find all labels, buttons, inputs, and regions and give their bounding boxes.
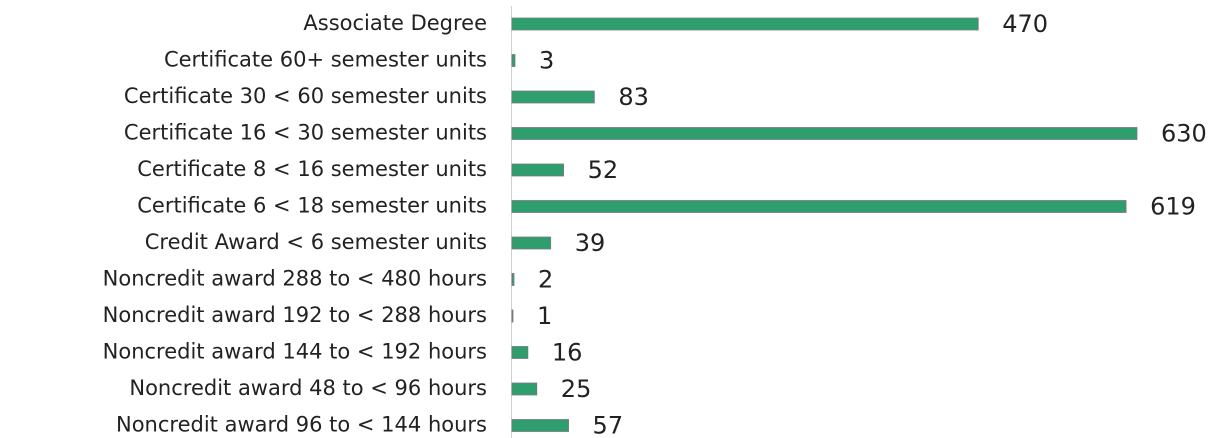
bar: [511, 309, 514, 323]
y-tick-label: Noncredit award 288 to < 480 hours: [103, 267, 487, 291]
data-label: 2: [538, 266, 553, 294]
data-label: 83: [618, 83, 649, 111]
y-tick-label: Noncredit award 144 to < 192 hours: [103, 340, 487, 364]
bar: [511, 382, 538, 396]
data-label: 16: [552, 339, 583, 367]
y-tick-label: Certificate 8 < 16 semester units: [137, 157, 487, 181]
y-tick-label: Certificate 30 < 60 semester units: [124, 84, 487, 108]
bar: [511, 200, 1127, 213]
data-label: 39: [575, 229, 606, 257]
data-label: 52: [588, 156, 619, 184]
bar: [511, 346, 529, 359]
y-tick-label: Certificate 16 < 30 semester units: [124, 121, 487, 145]
bar: [511, 54, 516, 67]
data-label: 630: [1161, 120, 1207, 148]
bar: [511, 419, 569, 432]
bar: [511, 236, 552, 250]
data-label: 1: [537, 302, 552, 330]
y-tick-label: Certificate 60+ semester units: [164, 48, 487, 72]
y-tick-label: Certificate 6 < 18 semester units: [137, 194, 487, 218]
bar: [511, 17, 979, 31]
y-tick-label: Credit Award < 6 semester units: [145, 230, 487, 254]
y-tick-label: Noncredit award 96 to < 144 hours: [116, 413, 487, 437]
bar: [511, 90, 595, 104]
data-label: 3: [539, 47, 554, 75]
data-label: 25: [561, 375, 592, 403]
y-tick-label: Noncredit award 48 to < 96 hours: [129, 376, 487, 400]
data-label: 470: [1002, 10, 1048, 38]
data-label: 619: [1150, 193, 1196, 221]
data-label: 57: [593, 412, 624, 438]
bar: [511, 127, 1138, 140]
y-tick-label: Associate Degree: [303, 11, 487, 35]
bar: [511, 163, 564, 177]
bar: [511, 273, 515, 286]
y-tick-label: Noncredit award 192 to < 288 hours: [103, 303, 487, 327]
